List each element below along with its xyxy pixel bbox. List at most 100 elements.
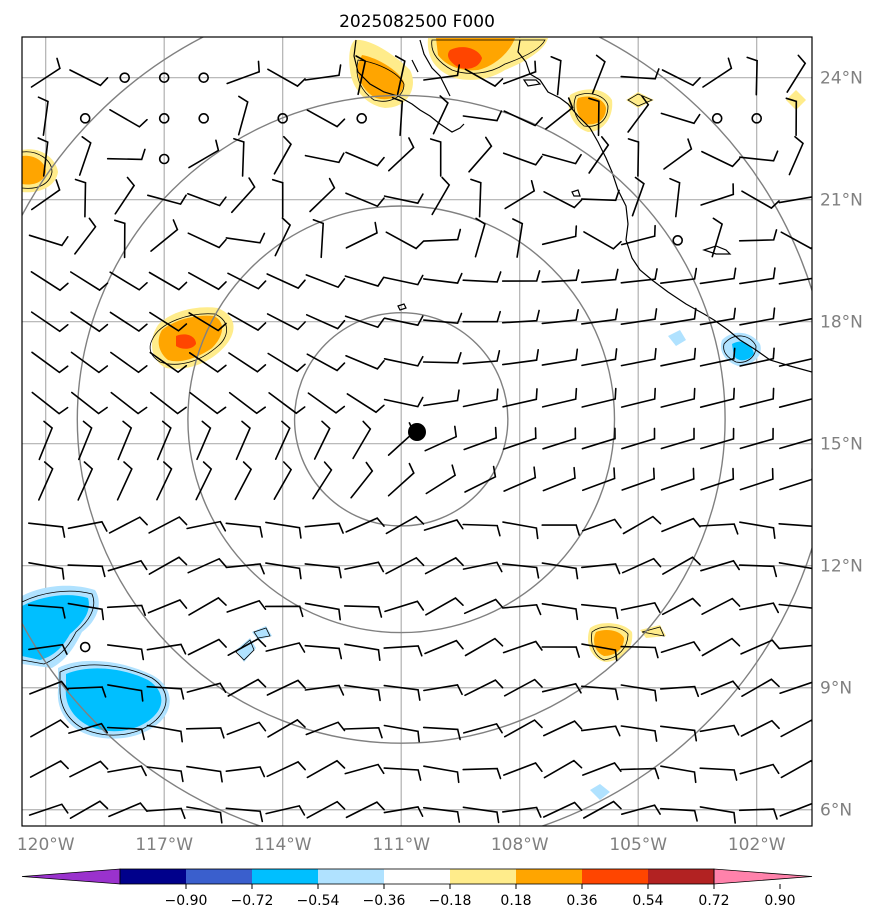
wind-barbs (27, 54, 812, 824)
lat-tick-label: 15°N (820, 435, 863, 455)
wind-barb (273, 135, 292, 175)
wind-barb (70, 311, 109, 333)
wind-barb (273, 461, 293, 500)
colorbar-segment (450, 869, 516, 884)
wind-barb (383, 355, 424, 367)
wind-barb (27, 604, 66, 619)
wind-barb (186, 682, 227, 693)
wind-barb-calm (158, 72, 170, 83)
wind-barb-calm (711, 113, 723, 124)
wind-barb (788, 135, 804, 176)
wind-barb (785, 97, 798, 137)
wind-barb (738, 229, 778, 242)
coastline-gulf (411, 39, 451, 97)
wind-barb (464, 637, 504, 657)
wind-barb (383, 806, 424, 817)
wind-barb (620, 224, 656, 246)
wind-barb (107, 644, 145, 661)
wind-barb (74, 217, 97, 255)
wind-barb (470, 178, 482, 218)
lon-tick-label: 114°W (254, 835, 312, 855)
wind-barb (700, 183, 735, 206)
coastline-island-4 (522, 79, 542, 87)
wind-barb (309, 177, 336, 213)
wind-barb (662, 556, 701, 575)
wind-barb (660, 112, 701, 125)
wind-barb (146, 807, 186, 820)
wind-barb (423, 684, 463, 696)
wind-barb (739, 602, 779, 614)
wind-barb-calm (79, 641, 91, 653)
wind-barb (71, 391, 108, 415)
wind-barb (581, 725, 621, 737)
wind-barb (739, 521, 776, 539)
wind-barb (502, 806, 542, 818)
wind-barb (701, 597, 741, 615)
wind-barb (345, 192, 385, 208)
wind-barb (502, 640, 543, 654)
wind-barb (739, 427, 774, 450)
latitude-labels: 24°N 21°N 18°N 15°N 12°N 9°N 6°N (820, 69, 863, 821)
wind-barb (265, 562, 302, 580)
wind-barb (462, 271, 502, 283)
wind-barb (383, 684, 421, 701)
wind-barb (67, 602, 105, 621)
wind-barb (541, 348, 579, 366)
wind-barb-calm (158, 153, 170, 165)
wind-barb (77, 461, 94, 501)
wind-barb (463, 426, 498, 451)
wind-barb (780, 759, 812, 779)
wind-barb (38, 461, 54, 501)
wind-barb (504, 719, 543, 738)
wind-barb (228, 391, 266, 415)
shade-cool-west-large-core (22, 595, 89, 660)
wind-barb (146, 724, 183, 743)
wind-barb (583, 800, 622, 819)
wind-barb (746, 56, 758, 96)
wind-barb (512, 218, 524, 258)
wind-barb (462, 350, 501, 365)
shade-cool-106w (590, 784, 610, 800)
wind-barb (107, 559, 148, 572)
wind-barb (462, 561, 503, 573)
lon-tick-label: 102°W (728, 835, 786, 855)
wind-barb (78, 136, 92, 176)
colorbar-tick-label: −0.36 (363, 893, 406, 909)
wind-barb (67, 686, 107, 698)
wind-barb (67, 564, 106, 578)
wind-barb (345, 221, 378, 249)
wind-barb (620, 645, 659, 659)
wind-barb (620, 767, 660, 780)
wind-barb (423, 312, 463, 325)
colorbar-segment (186, 869, 252, 884)
wind-barb (188, 352, 227, 373)
wind-barb-calm (198, 72, 209, 83)
wind-barb (543, 801, 583, 818)
shade-cool-west-lower-core (65, 668, 162, 732)
wind-barb (305, 314, 346, 330)
wind-barb (660, 347, 697, 367)
wind-barb (185, 727, 225, 739)
wind-barb (195, 461, 213, 501)
wind-barb (778, 523, 812, 528)
wind-barb (542, 427, 577, 450)
contour-105w-diamond (627, 93, 654, 107)
wind-barb (541, 225, 578, 246)
wind-barb (699, 307, 736, 326)
wind-barb (109, 109, 148, 128)
coastline-mainland (517, 39, 812, 373)
wind-barb (305, 721, 346, 736)
wind-barb (741, 190, 780, 210)
wind-barb (69, 69, 109, 87)
wind-barb (394, 55, 406, 96)
lat-tick-label: 18°N (820, 313, 863, 333)
wind-barb (778, 277, 812, 285)
wind-barb (31, 391, 69, 415)
wind-barb (227, 272, 267, 290)
lat-tick-label: 12°N (820, 557, 863, 577)
wind-barb (383, 396, 424, 408)
wind-barb (110, 391, 148, 415)
wind-barb (779, 468, 812, 491)
wind-barb (37, 137, 49, 177)
wind-barb (78, 420, 93, 461)
